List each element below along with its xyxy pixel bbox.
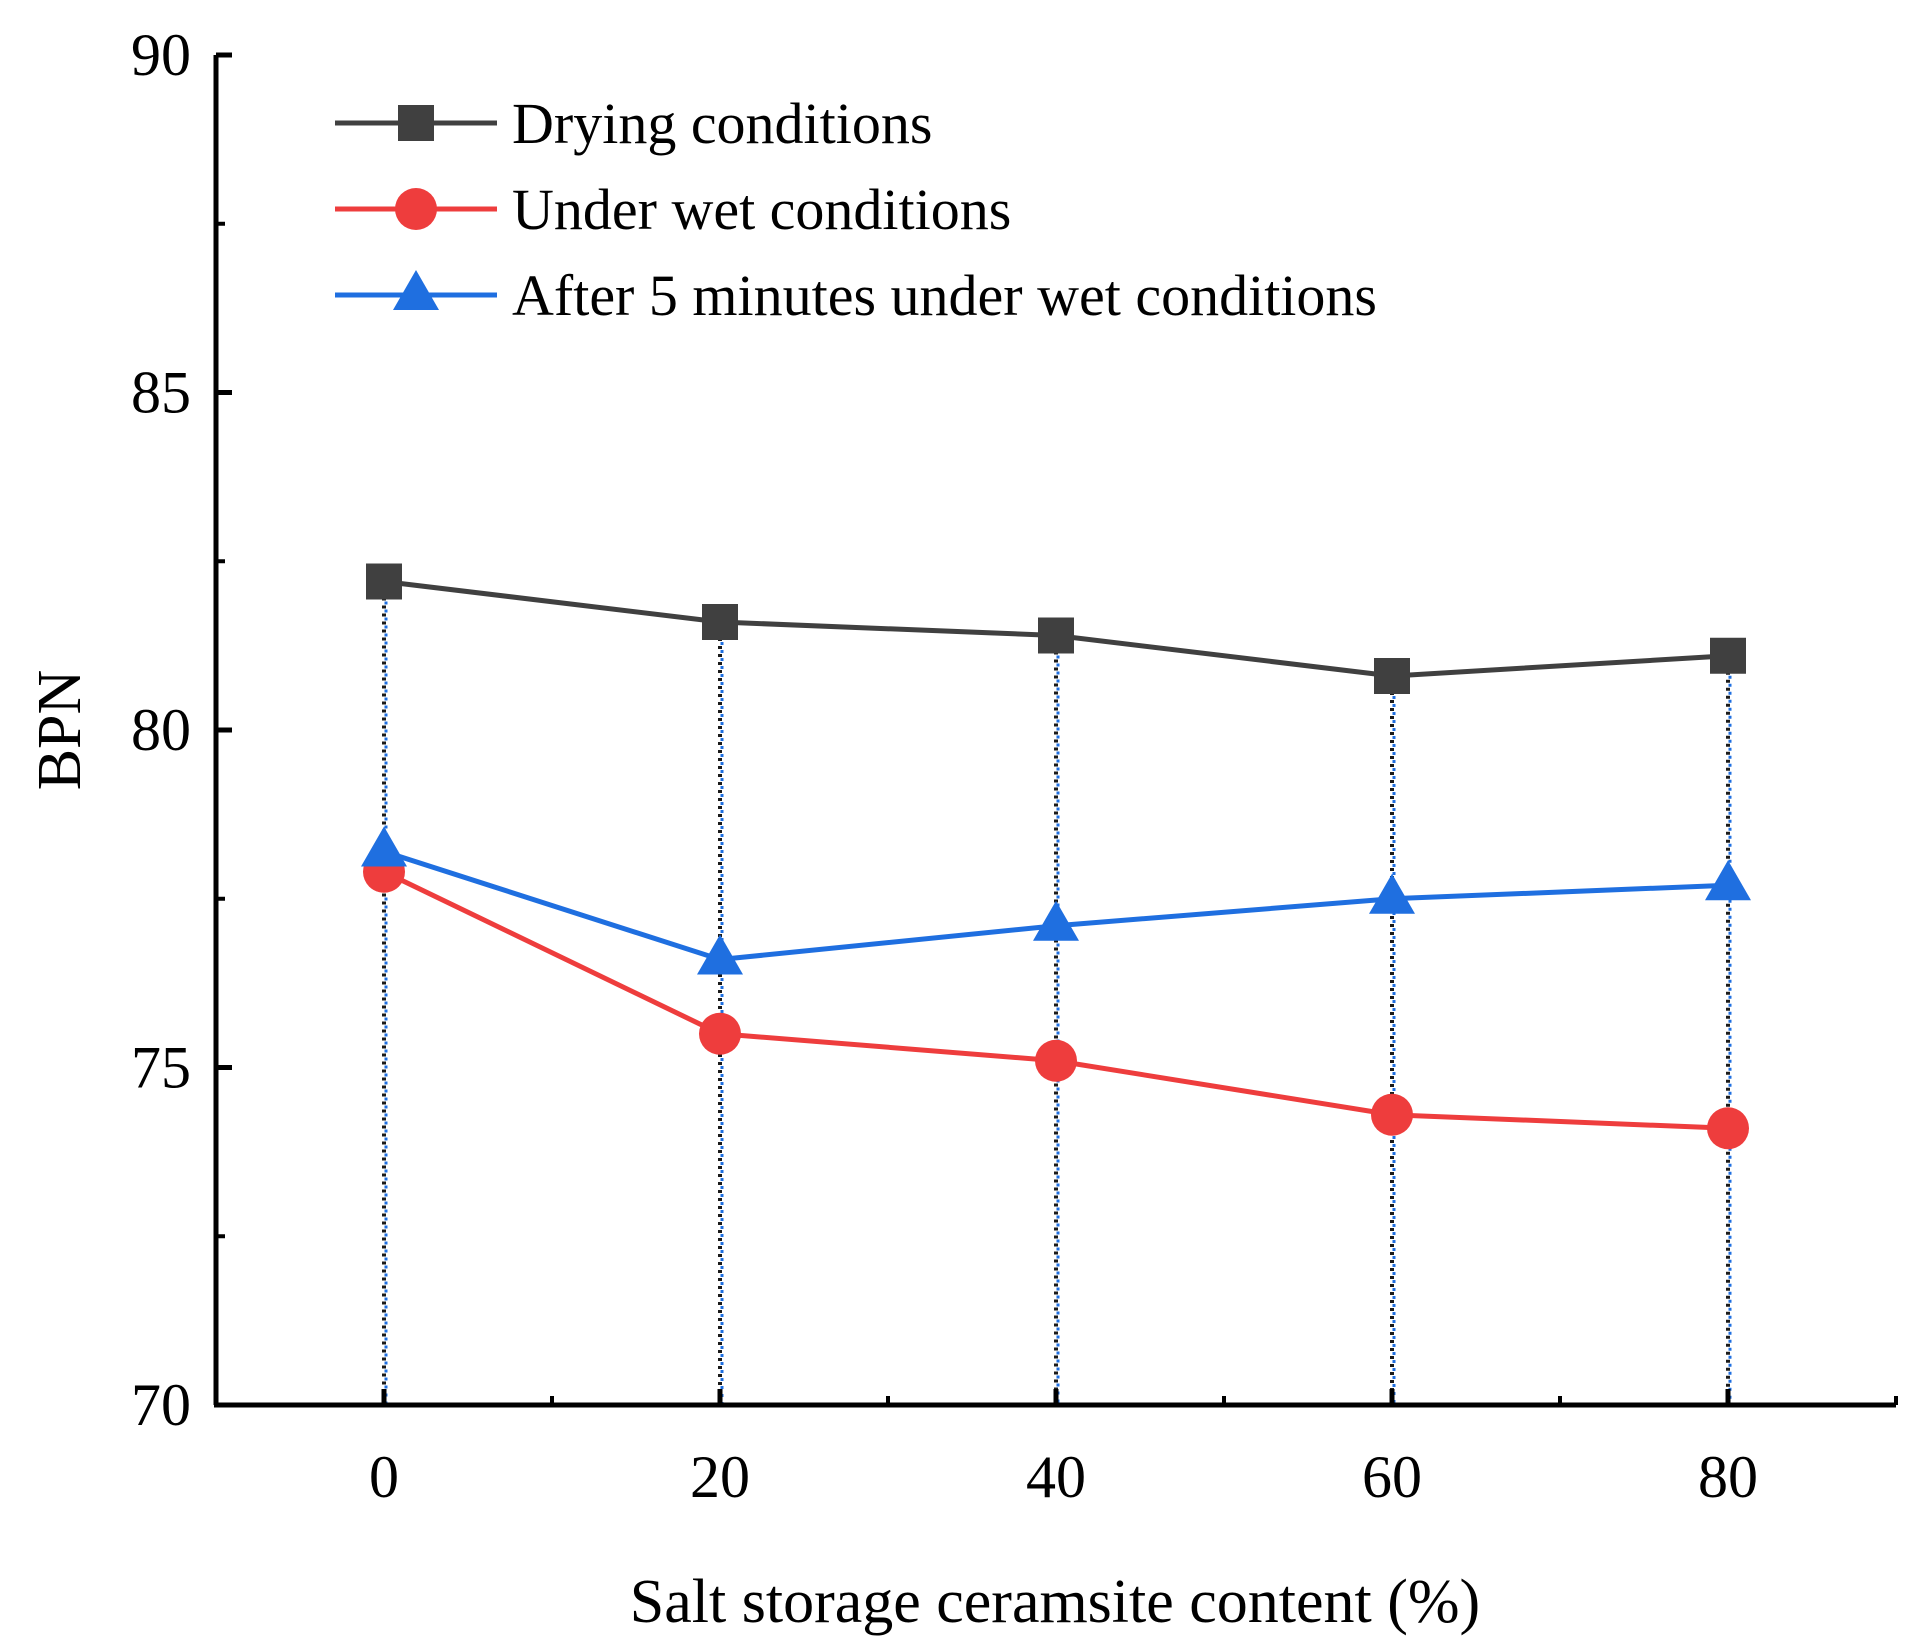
x-tick-label: 40: [1026, 1444, 1086, 1510]
data-point-triangle: [1033, 900, 1079, 941]
data-point-square: [1038, 617, 1074, 654]
y-axis-title: BPN: [26, 670, 94, 791]
data-point-square: [366, 563, 402, 600]
data-point-circle: [1707, 1107, 1749, 1150]
series-layer: [361, 563, 1751, 1150]
x-tick-label: 20: [690, 1444, 750, 1510]
legend: Drying conditions Under wet conditions Aft…: [335, 91, 1377, 328]
data-point-triangle: [697, 934, 743, 975]
legend-item: After 5 minutes under wet conditions: [335, 263, 1377, 328]
ticks: 70 75 80 85 90 0 20 40 60 80: [131, 22, 1898, 1510]
series-square: [366, 563, 1746, 694]
series-triangle: [361, 826, 1751, 975]
y-tick-label: 70: [131, 1372, 191, 1438]
legend-marker: [395, 188, 437, 230]
axes: [213, 55, 1896, 1408]
data-point-square: [1710, 637, 1746, 674]
data-point-square: [702, 604, 738, 640]
data-point-triangle: [361, 826, 407, 867]
legend-item: Drying conditions: [335, 91, 932, 156]
legend-marker: [398, 105, 434, 141]
data-point-circle: [699, 1012, 741, 1055]
legend-label: Drying conditions: [512, 91, 932, 156]
drop-lines: [382, 581, 1732, 1405]
y-tick-label: 75: [131, 1035, 191, 1101]
x-axis-title: Salt storage ceramsite content (%): [630, 1568, 1480, 1636]
data-point-circle: [1035, 1039, 1077, 1082]
data-point-square: [1374, 658, 1410, 694]
data-point-triangle: [1369, 873, 1415, 914]
legend-item: Under wet conditions: [335, 177, 1011, 242]
data-point-triangle: [1705, 860, 1751, 901]
y-tick-label: 80: [131, 697, 191, 763]
x-tick-label: 60: [1362, 1444, 1422, 1510]
legend-label: Under wet conditions: [512, 177, 1011, 242]
series-circle: [363, 850, 1749, 1150]
legend-label: After 5 minutes under wet conditions: [512, 263, 1377, 328]
y-tick-label: 85: [131, 360, 191, 426]
legend-marker: [393, 270, 439, 310]
x-tick-label: 0: [369, 1444, 399, 1510]
data-point-circle: [1371, 1093, 1413, 1136]
y-tick-label: 90: [131, 22, 191, 88]
x-tick-label: 80: [1698, 1444, 1758, 1510]
